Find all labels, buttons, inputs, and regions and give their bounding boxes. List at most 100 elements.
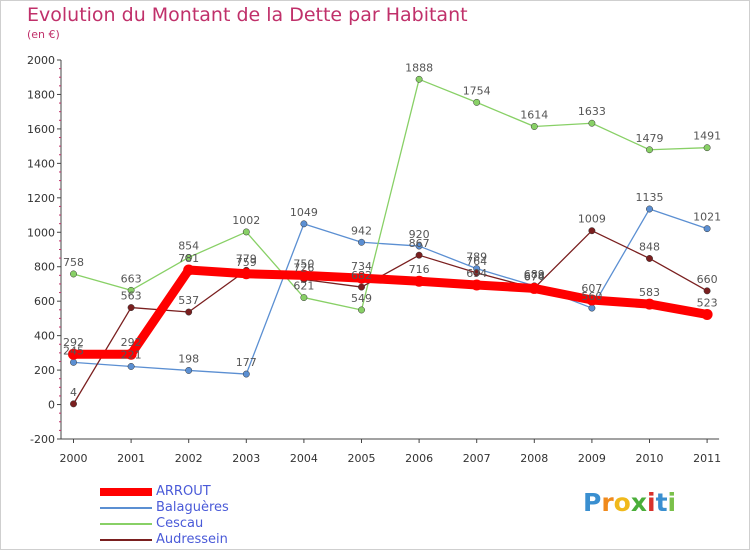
y-tick-label: 1800 (27, 88, 55, 101)
point-audressein (646, 255, 653, 262)
point-audressein (358, 283, 365, 291)
x-tick-label: 2011 (693, 452, 721, 465)
point-cescau (530, 123, 538, 130)
data-label-arrout: 607 (581, 282, 602, 295)
data-label-cescau: 1633 (578, 105, 606, 118)
data-label-cescau: 663 (121, 272, 142, 285)
point-cescau (242, 228, 250, 236)
legend-swatch-cescau (100, 523, 152, 525)
data-label-audressein: 867 (409, 237, 430, 250)
data-label-arrout: 716 (409, 263, 430, 276)
x-tick-label: 2003 (232, 452, 260, 465)
legend-label-balagueres: Balaguères (156, 500, 229, 515)
point-balagueres (646, 205, 653, 213)
data-label-balagueres: 689 (524, 268, 545, 281)
point-audressein (127, 304, 135, 312)
data-label-arrout: 781 (178, 252, 199, 265)
data-label-balagueres: 245 (63, 344, 84, 357)
data-label-arrout: 694 (466, 267, 487, 280)
series-line-balagueres (72, 208, 708, 375)
data-label-balagueres: 221 (121, 348, 142, 361)
data-label-cescau: 1888 (405, 61, 433, 74)
logo-letter: i (667, 488, 677, 517)
legend-item-balagueres: Balaguères (100, 500, 300, 516)
data-label-balagueres: 942 (351, 224, 372, 237)
y-tick-label: 1200 (27, 192, 55, 205)
data-label-balagueres: 1135 (636, 191, 664, 204)
point-cescau (473, 98, 481, 106)
data-label-arrout: 674 (524, 270, 545, 283)
y-tick-label: 600 (34, 295, 55, 308)
point-balagueres (358, 238, 365, 246)
legend-swatch-audressein (100, 539, 152, 541)
logo-letter: r (601, 488, 614, 517)
point-audressein (185, 308, 193, 316)
point-cescau (185, 253, 193, 261)
unit-label: (en €) (27, 28, 60, 41)
data-label-audressein: 1009 (578, 213, 606, 226)
data-label-cescau: 758 (63, 256, 84, 269)
logo-letter: P (583, 488, 602, 517)
point-cescau (127, 286, 135, 294)
data-label-balagueres: 1049 (290, 206, 318, 219)
x-tick-label: 2008 (520, 452, 548, 465)
x-tick-label: 2007 (463, 452, 491, 465)
point-arrout (240, 268, 252, 280)
point-audressein (415, 251, 423, 259)
data-label-arrout: 759 (236, 256, 257, 269)
point-balagueres (415, 242, 423, 250)
point-balagueres (242, 370, 250, 378)
data-label-arrout: 292 (63, 336, 84, 349)
point-cescau (415, 75, 423, 83)
point-arrout (586, 294, 598, 306)
point-audressein (588, 227, 596, 235)
point-arrout (701, 308, 713, 320)
x-tick-label: 2010 (636, 452, 664, 465)
legend-item-arrout: ARROUT (100, 484, 300, 500)
data-label-balagueres: 789 (466, 251, 487, 264)
point-audressein (473, 269, 481, 277)
x-tick-label: 2006 (405, 452, 433, 465)
x-tick-label: 2009 (578, 452, 606, 465)
data-label-audressein: 660 (697, 273, 718, 286)
point-cescau (703, 144, 711, 152)
legend-item-audressein: Audressein (100, 532, 300, 548)
data-label-audressein: 848 (639, 240, 660, 253)
y-tick-label: 2000 (27, 54, 55, 67)
logo-letter: x (630, 488, 647, 517)
y-tick-label: 1400 (27, 157, 55, 170)
data-label-arrout: 750 (293, 257, 314, 270)
data-label-audressein: 563 (121, 290, 142, 303)
legend-label-cescau: Cescau (156, 516, 204, 531)
series-line-cescau (72, 78, 708, 311)
data-label-audressein: 537 (178, 294, 199, 307)
data-label-cescau: 621 (293, 280, 314, 293)
x-tick-label: 2000 (60, 452, 88, 465)
point-cescau (358, 306, 365, 314)
data-label-cescau: 1614 (520, 108, 548, 121)
data-label-balagueres: 177 (236, 356, 257, 369)
point-balagueres (588, 304, 596, 312)
point-audressein (703, 287, 711, 295)
y-tick-label: 1000 (27, 226, 55, 239)
legend-label-arrout: ARROUT (156, 484, 211, 499)
point-arrout (183, 264, 195, 276)
y-tick-label: 0 (48, 399, 55, 412)
point-cescau (70, 270, 77, 278)
legend-item-cescau: Cescau (100, 516, 300, 532)
point-balagueres (70, 358, 77, 366)
data-label-audressein: 682 (351, 269, 372, 282)
point-cescau (588, 119, 596, 127)
legend-swatch-arrout (100, 488, 152, 496)
series-line-audressein (72, 230, 708, 405)
data-label-audressein: 726 (293, 261, 314, 274)
point-arrout (471, 279, 483, 291)
point-balagueres (703, 225, 711, 233)
x-tick-label: 2002 (175, 452, 203, 465)
y-tick-label: -200 (30, 433, 55, 446)
data-label-arrout: 292 (121, 336, 142, 349)
data-label-cescau: 549 (351, 292, 372, 305)
data-label-arrout: 583 (639, 286, 660, 299)
point-cescau (646, 146, 653, 154)
